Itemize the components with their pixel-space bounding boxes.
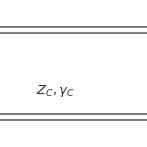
- Text: $Z_C, \gamma_C$: $Z_C, \gamma_C$: [36, 83, 76, 99]
